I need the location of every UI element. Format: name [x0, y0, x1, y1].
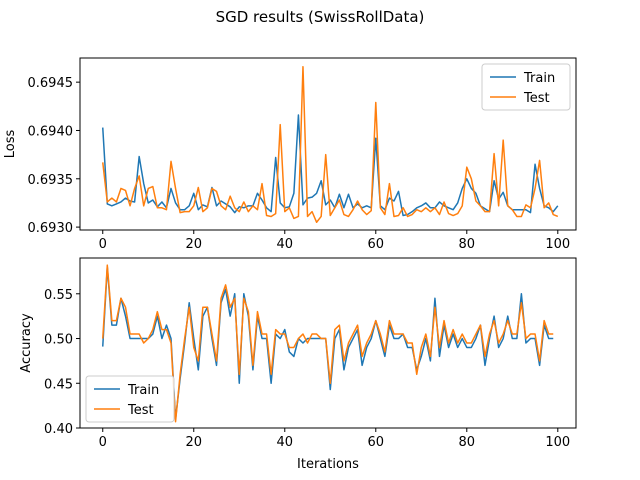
loss-y-tick-label: 0.6935	[28, 173, 74, 188]
loss-y-tick-label: 0.6930	[28, 221, 74, 236]
loss-x-tick-label: 60	[368, 237, 385, 252]
accuracy-x-tick-label: 0	[99, 435, 107, 450]
loss-series-test-line	[102, 65, 559, 224]
accuracy-y-tick-label: 0.50	[44, 333, 73, 348]
accuracy-y-axis-title: Accuracy	[19, 313, 34, 373]
loss-axes-frame	[79, 57, 577, 231]
accuracy-legend-label-train: Train	[127, 383, 159, 398]
accuracy-axes-frame	[79, 257, 577, 429]
accuracy-x-axis-title: Iterations	[297, 457, 359, 472]
accuracy-y-tick-label: 0.45	[44, 377, 73, 392]
loss-x-tick-label: 80	[459, 237, 476, 252]
loss-x-tick-label: 0	[99, 237, 107, 252]
accuracy-x-tick-label: 40	[276, 435, 293, 450]
accuracy-legend-label-test: Test	[127, 403, 154, 418]
loss-legend-label-test: Test	[523, 91, 550, 106]
loss-y-tick-label: 0.6940	[28, 124, 74, 139]
accuracy-x-tick-label: 100	[545, 435, 570, 450]
loss-legend-label-train: Train	[523, 71, 555, 86]
figure-title: SGD results (SwissRollData)	[216, 8, 425, 26]
accuracy-series-test-line	[102, 264, 554, 423]
accuracy-panel: 0 20 40 60 80 100 0.40 0.45 0.50 0.55 Accuracy Iter…	[19, 257, 577, 472]
loss-panel: 0 20 40 60 80 100 0.6930 0.6935 0.6940 0.6945 Loss…	[3, 57, 577, 252]
accuracy-y-tick-label: 0.40	[44, 422, 73, 437]
loss-x-tick-label: 100	[545, 237, 570, 252]
accuracy-legend-box	[85, 375, 175, 423]
loss-legend-box	[481, 63, 571, 111]
loss-y-axis-title: Loss	[3, 130, 18, 159]
accuracy-x-tick-label: 20	[185, 435, 202, 450]
accuracy-x-tick-label: 60	[368, 435, 385, 450]
loss-x-tick-label: 40	[276, 237, 293, 252]
loss-x-tick-label: 20	[185, 237, 202, 252]
accuracy-legend: Train Test	[85, 375, 175, 423]
loss-legend: Train Test	[481, 63, 571, 111]
loss-y-tick-label: 0.6945	[28, 76, 74, 91]
accuracy-x-tick-label: 80	[459, 435, 476, 450]
accuracy-y-tick-label: 0.55	[44, 288, 73, 303]
